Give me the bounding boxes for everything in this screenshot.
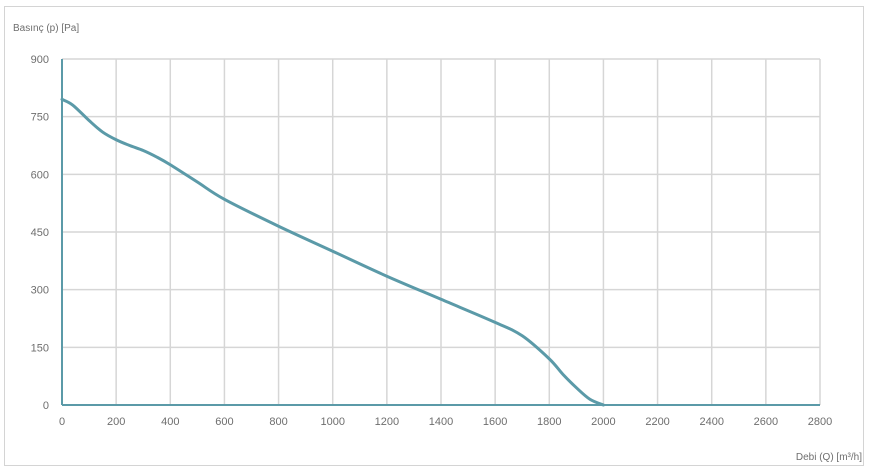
x-tick-label: 200 bbox=[107, 416, 125, 428]
x-tick-label: 1800 bbox=[537, 416, 561, 428]
x-tick-label: 2400 bbox=[699, 416, 723, 428]
x-tick-label: 1600 bbox=[483, 416, 507, 428]
x-tick-label: 600 bbox=[215, 416, 233, 428]
x-tick-label: 400 bbox=[161, 416, 179, 428]
tick-labels: 0 200 400 600 800 1000 1200 1400 1600 1800 2000 220… bbox=[31, 54, 833, 428]
y-tick-label: 0 bbox=[43, 400, 49, 412]
x-tick-label: 2600 bbox=[754, 416, 778, 428]
x-tick-label: 1200 bbox=[375, 416, 399, 428]
axes bbox=[61, 59, 820, 406]
series bbox=[60, 97, 605, 407]
y-tick-label: 600 bbox=[31, 169, 49, 181]
x-tick-label: 0 bbox=[59, 416, 65, 428]
y-tick-label: 450 bbox=[31, 227, 49, 239]
x-tick-label: 2000 bbox=[591, 416, 615, 428]
grid bbox=[62, 58, 821, 405]
y-tick-label: 750 bbox=[31, 112, 49, 124]
y-tick-label: 150 bbox=[31, 342, 49, 354]
x-tick-label: 1400 bbox=[429, 416, 453, 428]
x-tick-label: 1000 bbox=[320, 416, 344, 428]
y-tick-label: 900 bbox=[31, 54, 49, 66]
x-axis-label: Debi (Q) [m³/h] bbox=[796, 452, 862, 463]
x-tick-label: 2200 bbox=[645, 416, 669, 428]
chart-frame bbox=[4, 6, 864, 466]
y-tick-label: 300 bbox=[31, 285, 49, 297]
x-tick-label: 800 bbox=[269, 416, 287, 428]
y-axis-label: Basınç (p) [Pa] bbox=[13, 23, 79, 34]
series-line bbox=[60, 97, 605, 407]
x-tick-label: 2800 bbox=[808, 416, 832, 428]
